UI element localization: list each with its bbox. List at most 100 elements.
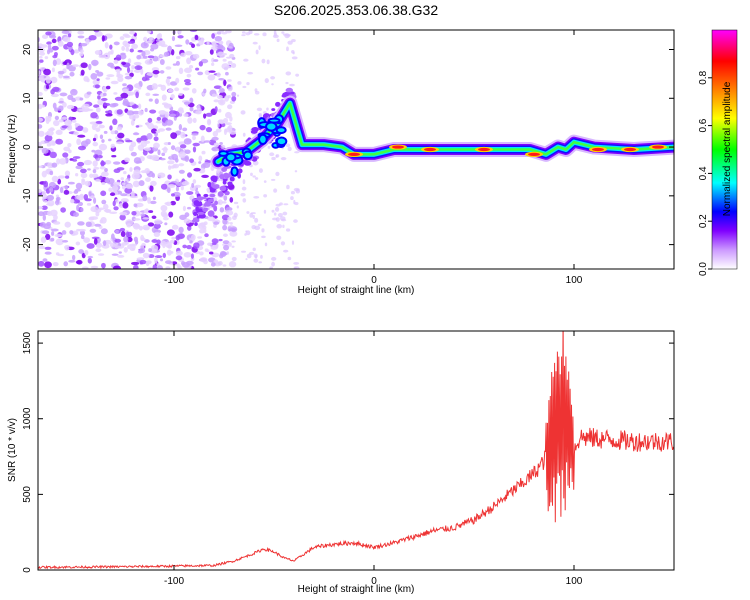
noise-speckle	[153, 223, 161, 230]
noise-speckle	[211, 136, 219, 141]
noise-speckle	[230, 226, 238, 233]
noise-speckle	[159, 40, 166, 47]
noise-speckle	[100, 228, 108, 235]
noise-speckle	[121, 45, 126, 52]
noise-speckle	[218, 40, 224, 45]
noise-speckle	[111, 233, 115, 240]
figure-title: S206.2025.353.06.38.G32	[274, 2, 438, 18]
noise-speckle	[148, 210, 154, 213]
noise-speckle	[63, 261, 69, 267]
noise-speckle	[152, 93, 160, 97]
noise-speckle	[154, 98, 159, 105]
noise-speckle	[192, 117, 197, 123]
noise-speckle	[54, 233, 63, 238]
noise-speckle	[211, 43, 219, 47]
noise-speckle	[79, 97, 84, 101]
noise-speckle	[178, 107, 184, 112]
noise-speckle	[119, 227, 126, 232]
noise-speckle	[136, 54, 142, 60]
noise-speckle	[216, 30, 222, 35]
noise-speckle	[195, 110, 201, 115]
noise-speckle	[261, 235, 266, 239]
noise-speckle	[157, 172, 166, 179]
y-tick-label: -20	[22, 237, 33, 252]
y-tick-label: 10	[22, 92, 33, 104]
noise-speckle	[165, 260, 172, 265]
noise-speckle	[295, 188, 301, 194]
noise-speckle	[108, 138, 112, 142]
noise-speckle	[228, 261, 237, 268]
noise-speckle	[163, 51, 170, 57]
noise-speckle	[178, 67, 184, 75]
noise-speckle	[88, 191, 92, 197]
noise-speckle	[187, 172, 193, 178]
noise-speckle	[104, 209, 112, 213]
noise-speckle	[59, 92, 68, 97]
noise-speckle	[78, 249, 84, 254]
noise-speckle	[80, 140, 89, 148]
noise-speckle	[82, 103, 90, 107]
noise-speckle	[217, 199, 223, 206]
noise-speckle	[116, 167, 125, 171]
noise-speckle	[44, 200, 48, 203]
noise-speckle	[255, 49, 259, 55]
noise-speckle	[60, 207, 66, 213]
noise-speckle	[122, 88, 129, 93]
noise-speckle	[231, 95, 237, 102]
noise-speckle	[222, 58, 227, 62]
noise-speckle	[56, 158, 61, 165]
noise-speckle	[237, 81, 242, 85]
noise-speckle	[227, 60, 233, 65]
noise-speckle	[101, 171, 109, 177]
noise-speckle	[171, 153, 179, 161]
noise-speckle	[266, 107, 269, 111]
noise-speckle	[159, 70, 165, 74]
noise-speckle	[46, 49, 51, 55]
noise-speckle	[236, 205, 239, 209]
transition-blob	[242, 150, 253, 161]
noise-speckle	[83, 159, 92, 166]
noise-speckle	[148, 248, 152, 253]
noise-speckle	[45, 31, 52, 36]
noise-speckle	[138, 180, 145, 187]
noise-speckle	[80, 69, 85, 76]
noise-speckle	[223, 195, 228, 201]
noise-speckle	[211, 146, 219, 152]
noise-speckle	[147, 117, 153, 123]
noise-speckle	[43, 223, 51, 230]
noise-speckle	[280, 241, 286, 246]
noise-speckle	[45, 115, 49, 122]
noise-speckle	[219, 142, 223, 145]
noise-speckle	[167, 88, 174, 93]
noise-speckle	[43, 180, 49, 188]
noise-speckle	[55, 58, 62, 65]
noise-speckle	[241, 186, 247, 191]
snr-marks	[38, 331, 674, 570]
noise-speckle	[289, 83, 295, 87]
snr-series-line	[38, 331, 674, 570]
noise-speckle	[218, 90, 221, 94]
noise-speckle	[80, 49, 84, 53]
noise-speckle	[46, 41, 52, 45]
noise-speckle	[72, 158, 78, 162]
noise-speckle	[147, 30, 152, 34]
noise-speckle	[207, 210, 215, 218]
noise-speckle	[184, 82, 192, 86]
chirp-speckle	[197, 211, 205, 215]
noise-speckle	[253, 258, 259, 263]
noise-speckle	[91, 123, 97, 131]
noise-speckle	[99, 134, 104, 140]
chirp-speckle	[285, 87, 293, 93]
noise-speckle	[91, 236, 100, 240]
noise-speckle	[247, 71, 254, 75]
noise-speckle	[271, 256, 277, 261]
noise-speckle	[156, 116, 162, 121]
noise-speckle	[183, 101, 191, 105]
noise-speckle	[262, 32, 267, 37]
noise-speckle	[96, 71, 104, 77]
noise-speckle	[106, 74, 115, 78]
chirp-speckle	[223, 172, 229, 179]
noise-speckle	[111, 185, 119, 192]
noise-speckle	[78, 201, 84, 207]
noise-speckle	[38, 206, 44, 210]
